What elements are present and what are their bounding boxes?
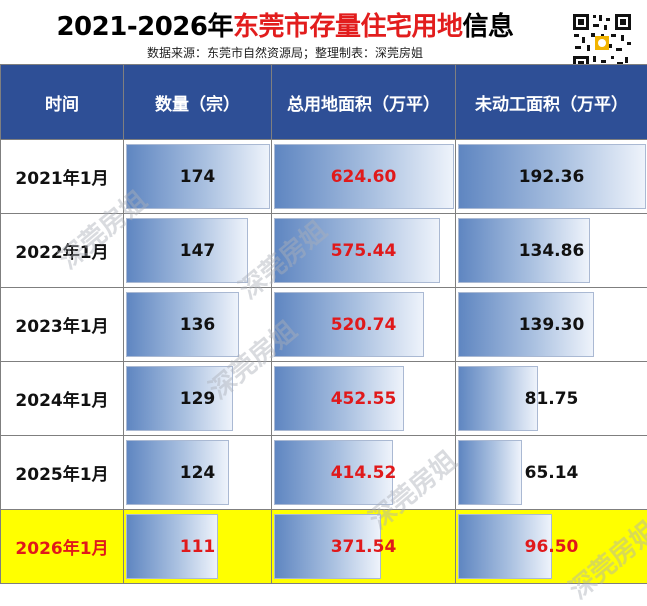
- title-highlight: 东莞市存量住宅用地: [233, 12, 463, 42]
- value-undeveloped: 139.30: [519, 315, 585, 335]
- cell-area: 624.60: [272, 140, 456, 214]
- cell-area: 371.54: [272, 510, 456, 584]
- value-count: 111: [180, 537, 216, 557]
- table-row: 2025年1月 124 414.52 65.14: [1, 436, 647, 510]
- cell-time: 2026年1月: [1, 510, 124, 584]
- table-figure: 2021-2026年东莞市存量住宅用地信息 数据来源：东莞市自然资源局；整理制表…: [0, 0, 647, 583]
- cell-time: 2021年1月: [1, 140, 124, 214]
- cell-undeveloped: 139.30: [456, 288, 647, 362]
- page-title: 2021-2026年东莞市存量住宅用地信息: [0, 6, 570, 43]
- bar-undeveloped: [458, 440, 522, 505]
- cell-area: 452.55: [272, 362, 456, 436]
- column-header-area: 总用地面积（万平）: [272, 65, 456, 140]
- cell-undeveloped: 81.75: [456, 362, 647, 436]
- value-count: 136: [180, 315, 216, 335]
- value-count: 129: [180, 389, 216, 409]
- value-area: 520.74: [331, 315, 397, 335]
- cell-area: 575.44: [272, 214, 456, 288]
- value-area: 452.55: [331, 389, 397, 409]
- table-row: 2024年1月 129 452.55 81.75: [1, 362, 647, 436]
- title-area: 2021-2026年东莞市存量住宅用地信息 数据来源：东莞市自然资源局；整理制表…: [0, 0, 647, 64]
- value-count: 147: [180, 241, 216, 261]
- table-row: 2026年1月 111 371.54 96.50: [1, 510, 647, 584]
- table-row: 2021年1月 174 624.60 192.36: [1, 140, 647, 214]
- table-row: 2022年1月 147 575.44 134.86: [1, 214, 647, 288]
- value-area: 414.52: [331, 463, 397, 483]
- value-undeveloped: 192.36: [519, 167, 585, 187]
- subtitle: 数据来源：东莞市自然资源局；整理制表：深莞房姐: [0, 44, 570, 61]
- column-header-time: 时间: [1, 65, 124, 140]
- column-header-undeveloped: 未动工面积（万平）: [456, 65, 647, 140]
- cell-count: 147: [124, 214, 272, 288]
- cell-time: 2024年1月: [1, 362, 124, 436]
- cell-count: 136: [124, 288, 272, 362]
- value-undeveloped: 96.50: [525, 537, 579, 557]
- value-count: 174: [180, 167, 216, 187]
- value-undeveloped: 134.86: [519, 241, 585, 261]
- cell-undeveloped: 134.86: [456, 214, 647, 288]
- cell-count: 124: [124, 436, 272, 510]
- cell-time: 2022年1月: [1, 214, 124, 288]
- cell-count: 174: [124, 140, 272, 214]
- cell-area: 520.74: [272, 288, 456, 362]
- table-row: 2023年1月 136 520.74 139.30: [1, 288, 647, 362]
- value-undeveloped: 65.14: [525, 463, 579, 483]
- cell-area: 414.52: [272, 436, 456, 510]
- cell-undeveloped: 96.50: [456, 510, 647, 584]
- value-area: 624.60: [331, 167, 397, 187]
- column-header-count: 数量（宗）: [124, 65, 272, 140]
- value-undeveloped: 81.75: [525, 389, 579, 409]
- cell-undeveloped: 192.36: [456, 140, 647, 214]
- table-header-row: 时间 数量（宗） 总用地面积（万平） 未动工面积（万平）: [1, 65, 647, 140]
- value-area: 371.54: [331, 537, 397, 557]
- value-count: 124: [180, 463, 216, 483]
- cell-count: 129: [124, 362, 272, 436]
- cell-time: 2023年1月: [1, 288, 124, 362]
- title-suffix: 信息: [463, 12, 514, 42]
- cell-count: 111: [124, 510, 272, 584]
- land-table: 时间 数量（宗） 总用地面积（万平） 未动工面积（万平） 2021年1月 174 6…: [0, 64, 647, 584]
- cell-undeveloped: 65.14: [456, 436, 647, 510]
- value-area: 575.44: [331, 241, 397, 261]
- cell-time: 2025年1月: [1, 436, 124, 510]
- title-prefix: 2021-2026年: [56, 12, 233, 42]
